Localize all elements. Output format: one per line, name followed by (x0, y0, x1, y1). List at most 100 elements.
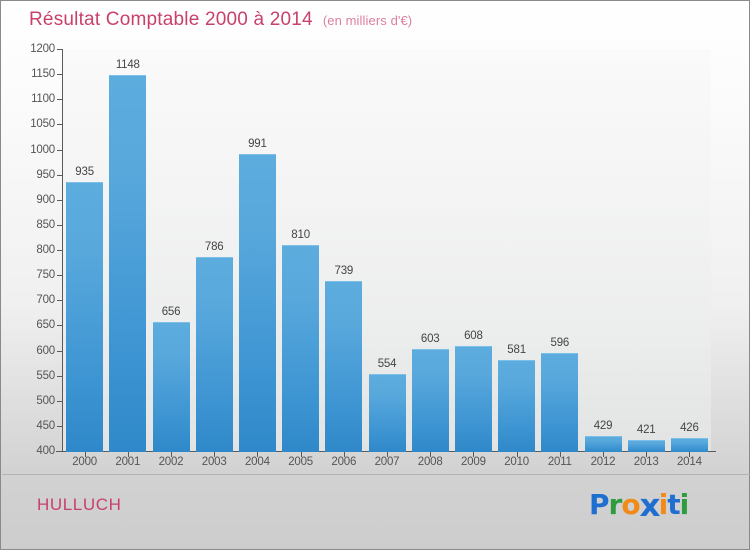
x-axis-tick-label: 2009 (460, 456, 486, 468)
bar[interactable] (368, 373, 406, 452)
bar[interactable] (670, 437, 708, 452)
chart-header: Résultat Comptable 2000 à 2014 (en milli… (29, 9, 412, 31)
y-axis-tick (57, 224, 63, 226)
bar-value-label: 656 (161, 306, 181, 319)
y-axis-labels: 400 450 500 550 600 650 700 750 800 850 900 950 1000… (9, 1, 55, 551)
bar[interactable] (282, 244, 320, 452)
y-axis-tick (57, 400, 63, 402)
logo-letter: r (608, 488, 623, 521)
y-axis-tick-label: 900 (36, 193, 55, 206)
x-axis-tick (430, 452, 431, 457)
y-axis-tick-label: 450 (36, 419, 55, 432)
bar-value-label: 786 (204, 241, 224, 254)
bar[interactable] (584, 436, 622, 452)
x-axis-tick (344, 452, 345, 457)
x-axis-tick-label: 2000 (72, 456, 97, 468)
bar-value-label: 810 (291, 228, 310, 241)
y-axis-tick (57, 149, 63, 151)
y-axis-tick-label: 1000 (30, 143, 55, 156)
x-axis-tick-label: 2008 (417, 456, 443, 468)
bar[interactable] (109, 75, 147, 452)
bar[interactable] (498, 360, 536, 452)
proxiti-logo[interactable]: Proxiti (589, 488, 690, 524)
x-axis-tick (214, 452, 215, 457)
x-axis-tick (646, 452, 647, 457)
y-axis-tick (57, 275, 63, 277)
y-axis-tick (57, 174, 63, 176)
bar-value-label: 935 (75, 166, 94, 179)
bar-value-label: 991 (248, 138, 267, 151)
x-axis-tick-label: 2011 (547, 456, 572, 468)
logo-letter: x (639, 488, 660, 524)
y-axis-tick-label: 400 (36, 445, 55, 457)
bar-value-label: 1148 (115, 59, 140, 72)
x-axis-tick-label: 2013 (633, 456, 659, 468)
x-axis-tick (560, 452, 561, 457)
bar-value-label: 426 (680, 421, 699, 434)
bar[interactable] (325, 280, 363, 452)
bar[interactable] (541, 352, 579, 452)
entity-name: HULLUCH (37, 495, 122, 514)
y-axis-tick-label: 950 (36, 168, 55, 181)
chart-subtitle: (en milliers d'€) (322, 13, 413, 28)
y-axis-tick (57, 74, 63, 76)
bar[interactable] (411, 348, 449, 452)
x-axis-tick (171, 452, 172, 457)
bar-value-label: 596 (550, 336, 570, 349)
y-axis-tick-label: 700 (36, 294, 55, 307)
bar[interactable] (238, 154, 276, 452)
x-axis-tick-label: 2012 (590, 456, 616, 468)
x-axis-tick (603, 452, 604, 457)
y-axis-tick (57, 99, 63, 101)
bar[interactable] (627, 440, 665, 452)
y-axis-tick (57, 199, 63, 201)
logo-letter: P (589, 488, 610, 521)
x-axis-tick-label: 2002 (158, 456, 184, 468)
bar-value-label: 554 (377, 357, 397, 370)
x-axis-tick-label: 2014 (676, 456, 702, 468)
logo-letter: o (621, 488, 640, 521)
y-axis-tick-label: 500 (36, 394, 55, 407)
y-axis-tick (57, 124, 63, 126)
y-axis-tick (57, 49, 63, 50)
y-axis-tick (57, 451, 63, 452)
bar[interactable] (454, 346, 492, 452)
x-axis-tick (517, 452, 518, 457)
x-axis-tick-label: 2003 (201, 456, 227, 468)
x-axis-tick (473, 452, 474, 457)
x-axis-tick (85, 452, 86, 457)
bar[interactable] (195, 257, 233, 452)
y-axis-tick (57, 350, 63, 352)
y-axis-tick-label: 800 (36, 244, 55, 256)
x-axis-tick (387, 452, 388, 457)
footer-divider (2, 474, 750, 475)
bar[interactable] (152, 322, 190, 452)
logo-letter: t (667, 488, 680, 521)
y-axis-tick-label: 850 (36, 218, 55, 231)
x-axis-tick (257, 452, 258, 457)
y-axis-tick-label: 1200 (30, 43, 55, 55)
y-axis-tick-label: 550 (36, 369, 55, 382)
bar-value-label: 608 (464, 330, 483, 343)
y-axis-tick-label: 600 (36, 344, 55, 357)
y-axis-tick (57, 425, 63, 427)
x-axis-tick (301, 452, 302, 457)
y-axis-tick-label: 1100 (31, 93, 55, 106)
x-axis-tick-label: 2010 (504, 456, 529, 468)
y-axis-tick-label: 1150 (31, 68, 55, 81)
y-axis-tick-label: 750 (36, 269, 55, 282)
x-axis-tick-label: 2005 (288, 456, 313, 468)
bar-value-label: 429 (593, 420, 613, 433)
bar[interactable] (66, 182, 104, 452)
y-axis-tick (57, 300, 63, 302)
x-axis-tick (689, 452, 690, 457)
y-axis-tick (57, 250, 63, 251)
bar-value-label: 603 (420, 332, 440, 345)
y-axis-tick (57, 325, 63, 327)
x-axis-tick-label: 2001 (115, 456, 141, 468)
logo-letter: i (679, 488, 690, 521)
page-title: Résultat Comptable 2000 à 2014 (29, 9, 313, 30)
y-axis-tick-label: 650 (36, 319, 55, 332)
y-axis-tick (57, 375, 63, 377)
